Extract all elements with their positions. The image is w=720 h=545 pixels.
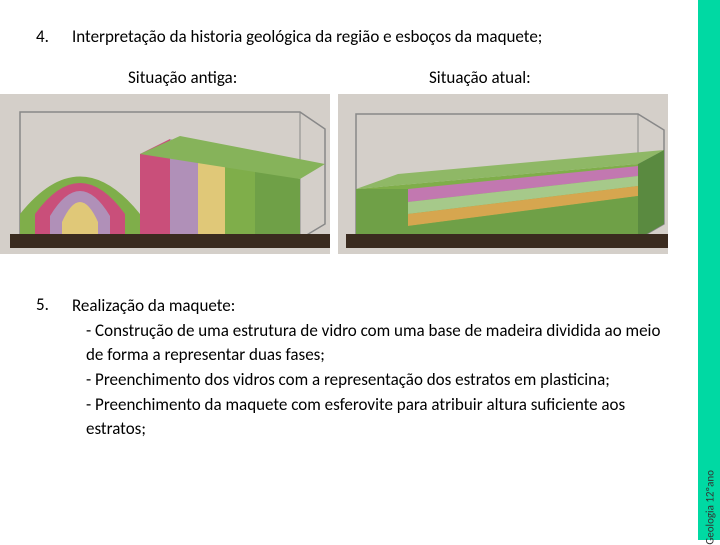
list-item-5: 5. Realização da maquete: - Construção d… [36,294,662,442]
list-item-4: 4. Interpretação da historia geológica d… [36,26,662,49]
side-label: Geologia 12ºano [704,470,717,545]
accent-bar [698,0,720,540]
illustrations-row [0,94,720,254]
item5-bullet: - Construção de uma estrutura de vidro c… [72,319,662,368]
item-text: Interpretação da historia geológica da r… [72,26,542,49]
slide-content: 4. Interpretação da historia geológica d… [0,0,698,462]
illustration-old [0,94,330,254]
item5-bullet: - Preenchimento dos vidros com a represe… [72,368,662,393]
caption-left: Situação antiga: [36,67,349,88]
item-number: 4. [36,26,54,47]
item-number: 5. [36,294,54,315]
item5-bullet: - Preenchimento da maquete com esferovit… [72,393,662,442]
item-text: Realização da maquete: - Construção de u… [72,294,662,442]
illustration-current [338,94,668,254]
caption-right: Situação atual: [349,67,662,88]
item5-lead: Realização da maquete: [72,294,662,319]
image-captions: Situação antiga: Situação atual: [36,67,662,88]
